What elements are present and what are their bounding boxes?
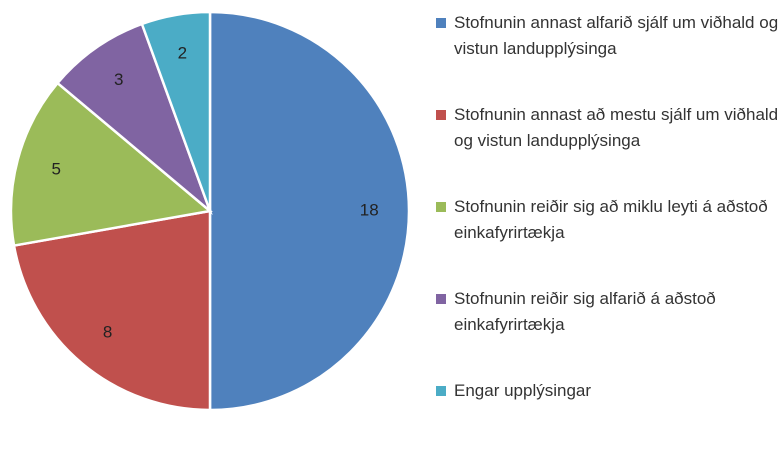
legend-swatch: [436, 110, 446, 120]
legend-label: Engar upplýsingar: [454, 381, 592, 400]
legend-item: Stofnunin reiðir sig að miklu leyti á að…: [436, 194, 781, 286]
legend-swatch: [436, 386, 446, 396]
data-label: 8: [103, 322, 112, 341]
pie-slice: [140, 10, 212, 212]
chart: 18 8 5 3 2 Stofnunin annast alfarið sjálf um…: [9, 10, 778, 410]
legend-label: Stofnunin annast alfarið sjálf um viðhal…: [454, 13, 779, 58]
legend-label: Stofnunin annast að mestu sjálf um viðha…: [454, 105, 779, 150]
legend-label: Stofnunin reiðir sig alfarið á aðstoð ei…: [454, 289, 716, 334]
data-label: 2: [178, 44, 187, 63]
pie-slice: [9, 81, 213, 248]
legend-swatch: [436, 294, 446, 304]
legend-item: Engar upplýsingar: [436, 378, 781, 470]
data-label: 5: [51, 159, 60, 178]
legend-item: Stofnunin annast að mestu sjálf um viðha…: [436, 102, 781, 194]
pie-slice: [208, 10, 411, 410]
pie: 18 8 5 3 2: [9, 10, 411, 410]
legend: Stofnunin annast alfarið sjálf um viðhal…: [436, 10, 781, 470]
data-label: 18: [360, 200, 379, 219]
pie-slice: [12, 209, 212, 410]
data-label: 3: [114, 70, 123, 89]
legend-item: Stofnunin annast alfarið sjálf um viðhal…: [436, 10, 781, 102]
legend-item: Stofnunin reiðir sig alfarið á aðstoð ei…: [436, 286, 781, 378]
pie-slice: [55, 22, 213, 215]
legend-swatch: [436, 202, 446, 212]
legend-swatch: [436, 18, 446, 28]
legend-label: Stofnunin reiðir sig að miklu leyti á að…: [454, 197, 768, 242]
